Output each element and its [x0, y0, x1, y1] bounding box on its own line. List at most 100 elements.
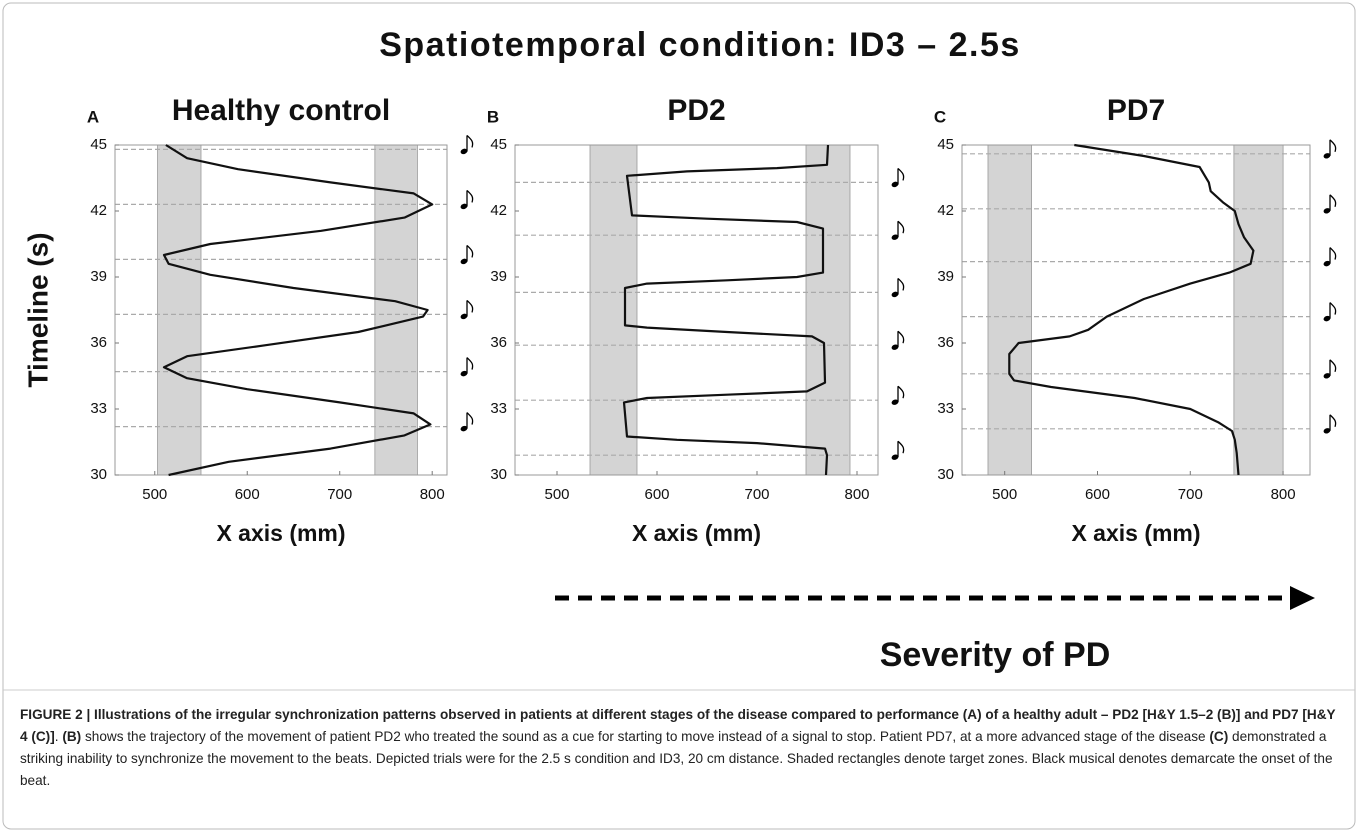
- figure-title: Spatiotemporal condition: ID3 – 2.5s: [379, 26, 1021, 64]
- x-axis-label: X axis (mm): [1071, 520, 1200, 546]
- target-zone: [1233, 144, 1284, 476]
- panel-letter: A: [87, 107, 99, 126]
- beat-note: [1323, 139, 1337, 159]
- x-tick-label: 600: [644, 486, 669, 503]
- note-head: [460, 313, 468, 320]
- y-tick-label: 45: [90, 136, 107, 153]
- note-head: [1323, 428, 1331, 434]
- plot-frame: [514, 144, 879, 476]
- note-head: [1323, 315, 1331, 322]
- y-tick-label: 36: [937, 334, 954, 351]
- beat-note: [891, 167, 905, 188]
- x-tick-label: 800: [420, 486, 445, 503]
- note-flag: [466, 299, 474, 313]
- y-tick-label: 39: [90, 268, 107, 285]
- note-head: [460, 148, 468, 155]
- x-tick-label: 800: [844, 486, 869, 503]
- note-head: [1323, 373, 1331, 379]
- note-flag: [897, 167, 905, 181]
- beat-note: [1323, 414, 1337, 434]
- plot-frame: [114, 144, 448, 476]
- y-tick-label: 30: [90, 466, 107, 483]
- beat-note: [460, 357, 474, 377]
- note-head: [1323, 208, 1331, 214]
- note-flag: [466, 412, 474, 425]
- panel-title: PD2: [667, 94, 725, 127]
- x-tick-label: 500: [992, 486, 1017, 503]
- x-tick-label: 800: [1271, 486, 1296, 503]
- y-tick-label: 36: [490, 334, 507, 351]
- note-flag: [466, 357, 474, 370]
- severity-label: Severity of PD: [880, 636, 1111, 674]
- note-head: [460, 425, 468, 432]
- note-flag: [897, 440, 905, 454]
- y-tick-label: 33: [937, 400, 954, 417]
- note-head: [891, 234, 899, 240]
- beat-note: [891, 277, 905, 298]
- note-head: [891, 399, 899, 405]
- beat-note: [460, 134, 474, 155]
- x-axis-label: X axis (mm): [632, 520, 761, 546]
- target-zone: [157, 144, 202, 476]
- beat-note: [891, 330, 905, 350]
- x-tick-label: 700: [327, 486, 352, 503]
- x-tick-label: 600: [235, 486, 260, 503]
- note-flag: [466, 244, 474, 258]
- note-flag: [897, 220, 905, 234]
- note-flag: [897, 385, 905, 399]
- note-head: [460, 370, 468, 377]
- note-head: [891, 291, 899, 298]
- beat-note: [1323, 194, 1337, 214]
- trajectory: [622, 144, 830, 476]
- note-flag: [1329, 139, 1337, 153]
- y-tick-label: 39: [937, 268, 954, 285]
- y-axis-label: Timeline (s): [22, 232, 53, 387]
- caption-part: (C): [1209, 729, 1229, 744]
- panel-letter: C: [934, 107, 946, 126]
- note-flag: [1329, 302, 1337, 315]
- y-tick-label: 39: [490, 268, 507, 285]
- note-head: [460, 203, 468, 210]
- panel-title: PD7: [1107, 94, 1165, 127]
- target-zone: [374, 144, 418, 476]
- note-head: [891, 344, 899, 350]
- y-tick-label: 42: [937, 202, 954, 219]
- y-tick-label: 33: [90, 400, 107, 417]
- beat-note: [891, 440, 905, 460]
- beat-note: [891, 385, 905, 405]
- note-head: [1323, 260, 1331, 267]
- caption-part: shows the trajectory of the movement of …: [81, 729, 1210, 744]
- note-flag: [1329, 414, 1337, 428]
- panel-letter: B: [487, 107, 499, 126]
- arrow-head: [1290, 586, 1315, 610]
- x-tick-label: 700: [1178, 486, 1203, 503]
- beat-note: [460, 299, 474, 320]
- x-tick-label: 600: [1085, 486, 1110, 503]
- caption-part: demonstrated a striking inability to syn…: [20, 729, 1333, 788]
- note-head: [1323, 153, 1331, 159]
- note-flag: [897, 277, 905, 291]
- note-head: [460, 258, 468, 265]
- y-tick-label: 42: [490, 202, 507, 219]
- note-head: [891, 454, 899, 460]
- y-tick-label: 30: [937, 466, 954, 483]
- beat-note: [1323, 302, 1337, 322]
- caption-part: FIGURE 2 | Illustrations of the irregula…: [20, 707, 1336, 744]
- beat-note: [891, 220, 905, 240]
- beat-note: [460, 244, 474, 265]
- trajectory: [1008, 143, 1255, 476]
- trajectory: [162, 144, 434, 477]
- y-tick-label: 36: [90, 334, 107, 351]
- target-zone: [805, 144, 851, 476]
- caption: FIGURE 2 | Illustrations of the irregula…: [20, 704, 1342, 792]
- beat-note: [460, 189, 474, 210]
- note-flag: [466, 134, 474, 148]
- beat-note: [460, 412, 474, 432]
- beat-note: [1323, 359, 1337, 379]
- x-tick-label: 500: [544, 486, 569, 503]
- y-tick-label: 45: [490, 136, 507, 153]
- note-flag: [1329, 194, 1337, 208]
- y-tick-label: 42: [90, 202, 107, 219]
